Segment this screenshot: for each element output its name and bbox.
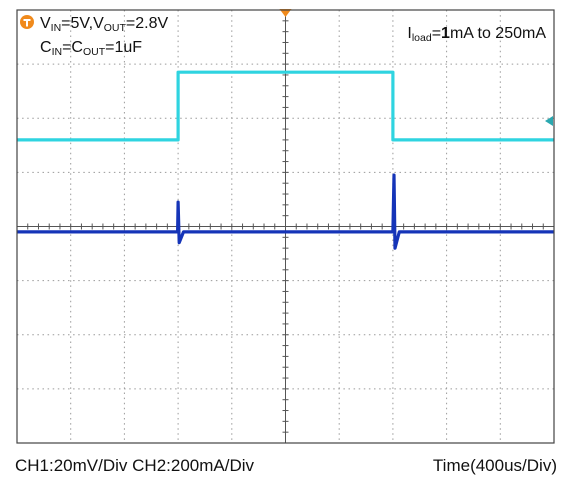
channel-level-marker (545, 115, 553, 126)
trace-ch1 (17, 173, 554, 250)
annotation-supply: VIN=5V,VOUT=2.8V (40, 15, 168, 34)
annotation-load-step: Iload=1mA to 250mA (407, 25, 546, 44)
oscilloscope-plot: VIN=5V,VOUT=2.8V CIN=COUT=1uF Iload=1mA … (16, 9, 555, 444)
trigger-badge-glyph (23, 19, 31, 27)
grid (17, 10, 554, 443)
trace-ch2 (17, 70, 554, 142)
annotation-segment: =1uF (105, 39, 142, 56)
annotation-segment: C (40, 39, 52, 56)
channel-scale-label: CH1:20mV/Div CH2:200mA/Div (15, 456, 255, 475)
annotation-segment: =2.8V (126, 15, 169, 32)
annotation-capacitors: CIN=COUT=1uF (40, 39, 142, 58)
traces (17, 70, 554, 250)
annotation-segment: I (407, 25, 411, 42)
annotation-segment: V (40, 15, 51, 32)
annotation-segment: load (412, 32, 432, 44)
markers (20, 9, 553, 126)
trigger-position-marker (279, 9, 292, 17)
annotation-segment: OUT (104, 22, 127, 34)
annotation-segment: = (432, 25, 441, 42)
time-scale-label: Time(400us/Div) (432, 456, 557, 475)
annotation-segment: IN (52, 46, 63, 58)
annotation-segment: OUT (83, 46, 106, 58)
annotation-segment: =5V,V (61, 15, 104, 32)
annotation-segment: 1 (441, 25, 450, 42)
annotation-segment: IN (51, 22, 62, 34)
annotation-segment: =C (62, 39, 83, 56)
plot-frame (16, 9, 555, 444)
annotation-segment: mA to 250mA (450, 25, 546, 42)
